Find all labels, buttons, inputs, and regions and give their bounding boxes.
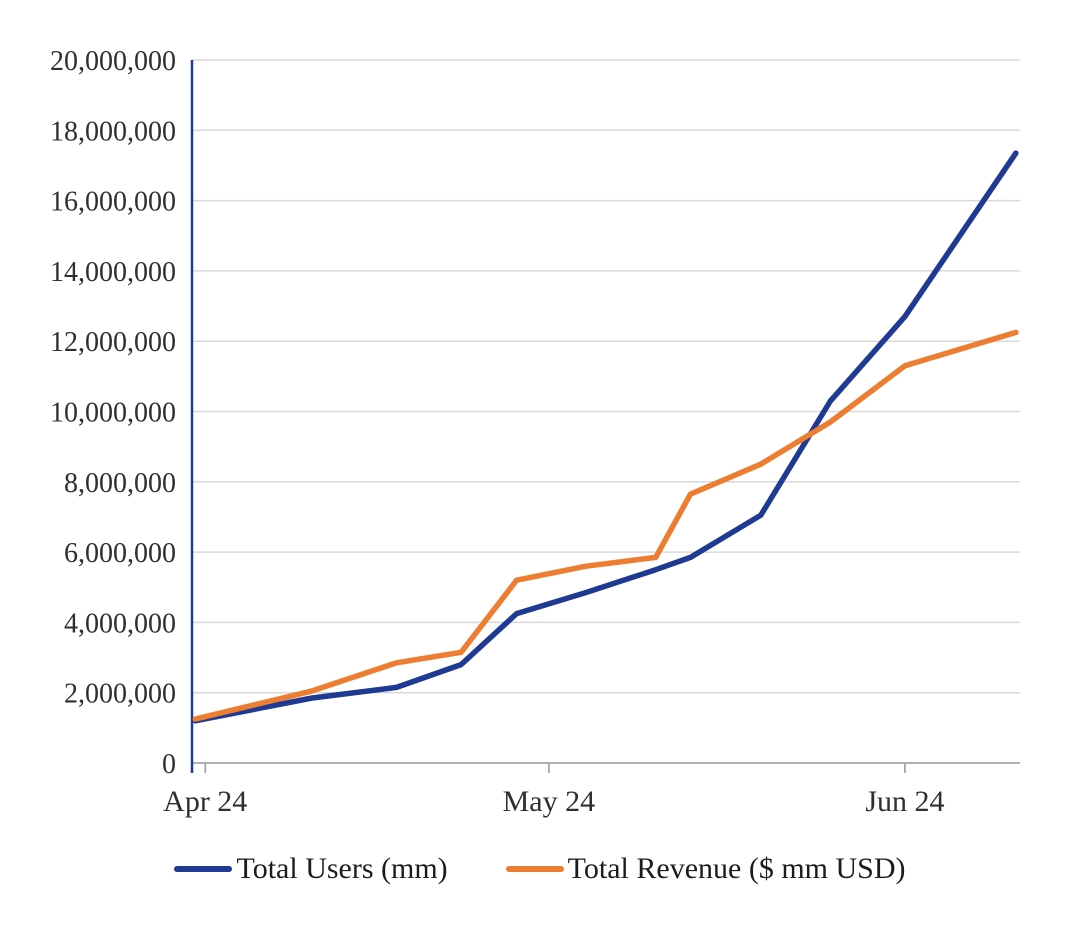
legend-label-total-revenue: Total Revenue ($ mm USD) [567,852,906,885]
total-revenue-line [192,329,1019,722]
y-axis-tick-label: 14,000,000 [50,257,176,288]
y-axis-tick-label: 20,000,000 [50,46,176,77]
y-axis-tick-label: 10,000,000 [50,398,176,429]
legend-item-total-users: Total Users (mm) [174,852,448,886]
legend-label-total-users: Total Users (mm) [236,852,448,885]
x-axis-tick-label: May 24 [503,785,596,818]
legend-item-total-revenue: Total Revenue ($ mm USD) [505,852,906,886]
legend: Total Users (mm) Total Revenue ($ mm USD… [0,852,1080,886]
y-axis-tick-label: 16,000,000 [50,187,176,218]
y-axis-tick-label: 2,000,000 [64,679,176,710]
y-axis-tick-label: 12,000,000 [50,327,176,358]
y-axis-tick-label: 6,000,000 [64,538,176,569]
legend-swatch-total-users [174,866,233,872]
x-axis-tick-label: Jun 24 [865,785,944,818]
y-axis-tick-label: 8,000,000 [64,468,176,499]
y-axis-tick-label: 18,000,000 [50,116,176,147]
y-axis-tick-label: 4,000,000 [64,608,176,639]
y-axis-tick-label: 0 [162,749,176,780]
legend-swatch-total-revenue [505,866,564,872]
total-users-line [192,150,1019,724]
x-axis-tick-label: Apr 24 [163,785,247,818]
